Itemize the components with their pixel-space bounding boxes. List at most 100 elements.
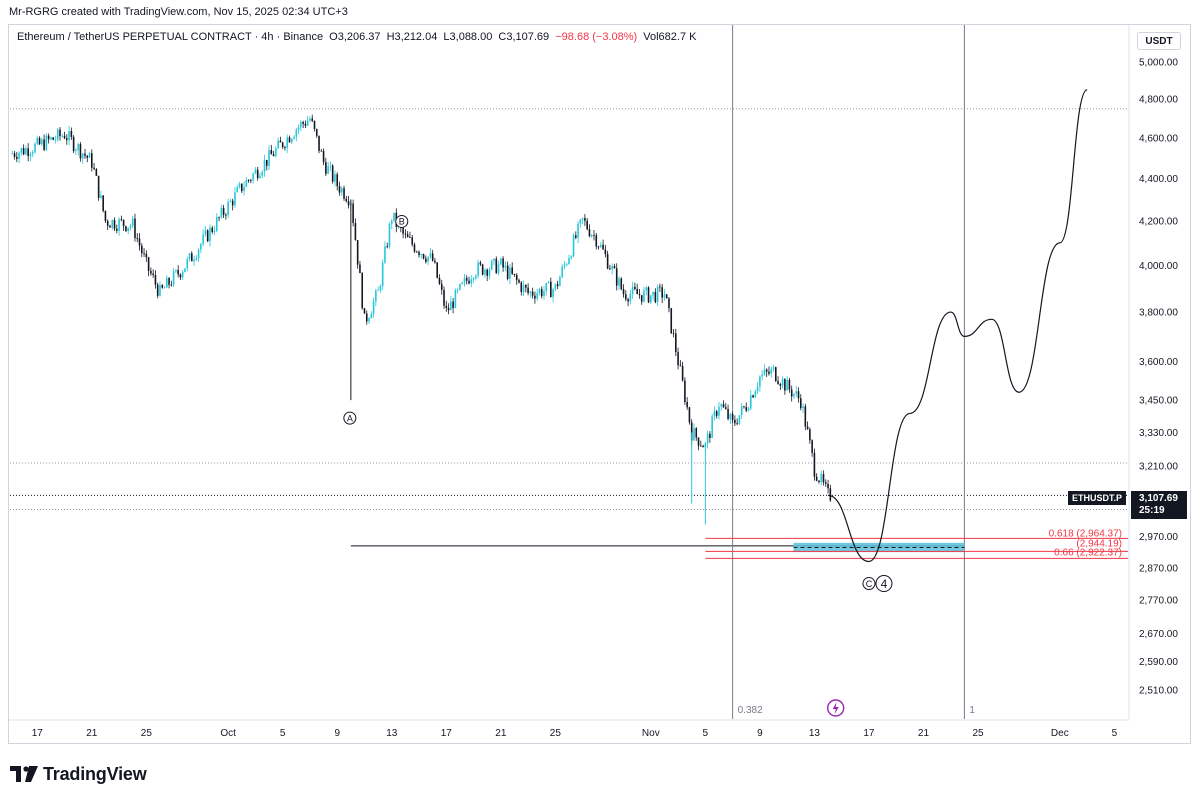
candle-body-7 — [27, 148, 29, 157]
candle-body-335 — [772, 367, 775, 370]
candle-body-94 — [225, 214, 227, 216]
candle-body-331 — [763, 369, 766, 375]
candle-body-45 — [113, 219, 116, 229]
candle-body-345 — [795, 391, 798, 394]
candle-body-177 — [413, 244, 416, 252]
fib-1-label: 1 — [969, 705, 975, 716]
legend-low: L3,088.00 — [443, 31, 493, 43]
price-tick-11: 2,970.00 — [1139, 532, 1178, 543]
candle-body-327 — [754, 391, 757, 398]
candle-body-288 — [665, 294, 668, 299]
candle-body-128 — [302, 122, 304, 124]
candle-body-42 — [106, 221, 109, 226]
price-tick-0: 5,000.00 — [1139, 58, 1178, 69]
candle-body-133 — [313, 120, 316, 129]
candle-body-305 — [704, 443, 707, 448]
candle-body-5 — [22, 148, 25, 155]
candle-body-274 — [634, 286, 636, 290]
candle-body-100 — [238, 183, 241, 188]
candle-body-320 — [738, 415, 741, 424]
candle-body-186 — [434, 260, 436, 263]
candle-body-57 — [140, 245, 143, 254]
candle-body-252 — [584, 218, 586, 221]
candle-body-355 — [818, 480, 820, 483]
projection-path — [827, 89, 1088, 563]
candle-body-153 — [359, 264, 361, 274]
tradingview-logo[interactable]: TradingView — [10, 763, 147, 785]
candle-body-159 — [372, 301, 375, 315]
time-tick-0: 17 — [32, 728, 44, 739]
candle-body-194 — [452, 301, 454, 309]
candle-body-9 — [31, 152, 34, 155]
candle-body-283 — [654, 291, 657, 303]
chart-grid — [10, 25, 1128, 719]
price-tick-6: 3,800.00 — [1139, 308, 1178, 319]
candle-body-196 — [456, 289, 459, 291]
candle-body-312 — [720, 404, 723, 407]
candle-body-126 — [297, 127, 300, 130]
candle-body-44 — [111, 219, 114, 228]
candle-body-244 — [565, 264, 568, 265]
candle-body-36 — [93, 167, 95, 169]
candle-body-25 — [68, 130, 70, 141]
candle-body-81 — [195, 258, 198, 260]
candle-body-77 — [186, 259, 189, 269]
time-tick-7: 17 — [441, 728, 453, 739]
time-tick-8: 21 — [495, 728, 507, 739]
candle-body-179 — [418, 251, 420, 256]
candle-body-200 — [465, 278, 468, 281]
candle-body-6 — [25, 148, 27, 155]
candle-body-350 — [806, 426, 809, 430]
candle-body-37 — [95, 168, 98, 176]
candle-body-82 — [197, 249, 200, 259]
candle-body-304 — [702, 445, 704, 448]
time-tick-1: 21 — [86, 728, 98, 739]
price-tick-3: 4,400.00 — [1139, 174, 1178, 185]
candle-body-139 — [327, 166, 329, 174]
candle-body-266 — [615, 268, 618, 286]
candle-body-17 — [50, 137, 52, 140]
candle-body-118 — [279, 140, 282, 143]
candle-body-22 — [61, 135, 64, 137]
candle-body-240 — [556, 284, 559, 287]
currency-unit-button[interactable]: USDT — [1137, 32, 1181, 50]
candle-body-358 — [824, 482, 827, 484]
price-scale: 5,000.00 4,800.00 4,600.00 4,400.00 4,200.00… — [1128, 25, 1178, 719]
candle-body-289 — [668, 298, 670, 309]
candle-body-307 — [709, 433, 711, 438]
candle-body-121 — [286, 137, 289, 148]
chart-frame[interactable] — [8, 24, 1191, 744]
candle-body-353 — [813, 452, 816, 477]
candle-body-357 — [822, 473, 825, 483]
candle-body-83 — [200, 244, 202, 250]
candle-body-257 — [595, 235, 598, 247]
candle-body-90 — [215, 217, 218, 231]
candle-body-306 — [706, 433, 709, 444]
time-tick-2: 25 — [141, 728, 153, 739]
candle-body-51 — [127, 227, 129, 232]
candle-body-35 — [91, 153, 93, 168]
candle-body-208 — [484, 269, 486, 275]
candle-body-119 — [281, 142, 284, 148]
candle-body-219 — [509, 267, 511, 279]
wave-a-label-circle — [343, 411, 357, 425]
candle-body-146 — [343, 188, 345, 199]
candle-body-236 — [547, 281, 550, 283]
candle-body-212 — [493, 258, 495, 261]
time-tick-13: 13 — [809, 728, 821, 739]
candle-body-293 — [677, 352, 679, 366]
candle-body-16 — [47, 135, 50, 140]
candle-body-138 — [325, 162, 327, 174]
candle-body-228 — [529, 291, 532, 294]
time-tick-15: 21 — [918, 728, 930, 739]
wave-c-label-circle — [862, 577, 876, 591]
candle-body-249 — [577, 223, 579, 238]
candle-body-227 — [527, 287, 529, 294]
candle-body-88 — [211, 227, 214, 233]
candle-body-292 — [675, 333, 677, 353]
candle-body-115 — [272, 154, 275, 157]
candle-body-280 — [647, 287, 650, 303]
legend-symbol[interactable]: Ethereum / TetherUS PERPETUAL CONTRACT ·… — [17, 31, 324, 43]
candle-body-303 — [699, 445, 702, 447]
